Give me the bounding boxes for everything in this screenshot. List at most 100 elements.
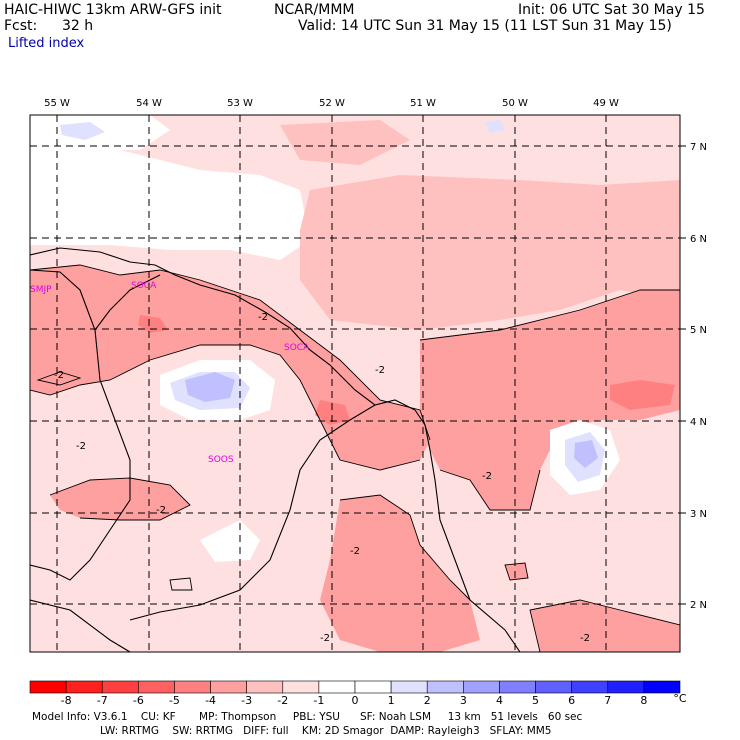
colorbar-segment — [210, 680, 247, 694]
lat-label: 2 N — [690, 600, 707, 611]
colorbar-segment — [101, 680, 139, 694]
shade-patch — [505, 563, 528, 580]
colorbar-tick-label: 6 — [568, 694, 576, 707]
colorbar-tick-label: -6 — [132, 694, 144, 707]
colorbar-segment — [426, 680, 464, 694]
lon-label: 52 W — [319, 98, 345, 109]
lat-label: 6 N — [690, 234, 707, 245]
colorbar-tick-label: 1 — [387, 694, 395, 707]
shaded-field — [30, 115, 680, 652]
shade-patch — [138, 315, 168, 333]
contour-label: -2 — [350, 546, 360, 557]
colorbar-segment — [463, 680, 500, 694]
contour-labels: -2 -2 -2 -2 -2 -2 -2 -2 -2 — [54, 312, 590, 644]
colorbar-tick-label: -2 — [277, 694, 289, 707]
contour-line — [504, 562, 529, 581]
shade-patch — [530, 600, 680, 652]
station-labels: SMJP SOCA SOCA SOOS — [30, 281, 310, 465]
shade-patch — [185, 372, 235, 402]
map-frame — [29, 114, 681, 653]
colorbar-tick-label: -5 — [168, 694, 180, 707]
colorbar-segment — [282, 680, 320, 694]
model-info-line2: LW: RRTMG SW: RRTMG DIFF: full KM: 2D Sm… — [100, 725, 552, 737]
lat-label: 5 N — [690, 325, 707, 336]
lon-label: 49 W — [593, 98, 619, 109]
contour-label: -2 — [320, 633, 330, 644]
contour-line — [339, 494, 471, 601]
shade-patch — [60, 122, 105, 140]
colorbar-tick-label: -3 — [241, 694, 253, 707]
border-line — [30, 599, 131, 652]
contour-label: -2 — [76, 441, 86, 452]
field-name: Lifted index — [8, 36, 85, 51]
contour-label: -2 — [54, 370, 64, 381]
contour-label: -2 — [156, 505, 166, 516]
contour-label: -2 — [258, 312, 268, 323]
colorbar-tick-label: -1 — [313, 694, 325, 707]
colorbar-segment — [390, 680, 428, 694]
colorbar-tick-label: 5 — [532, 694, 540, 707]
coastlines-borders — [30, 247, 521, 652]
forecast-hours: 32 h — [62, 18, 94, 34]
station-label: SMJP — [30, 285, 52, 295]
colorbar-tick-label: 0 — [351, 694, 359, 707]
shade-patch — [574, 440, 598, 468]
shade-patch — [420, 290, 680, 510]
lat-label: 3 N — [690, 509, 707, 520]
lat-ticks — [680, 145, 686, 605]
shade-patch — [315, 400, 350, 425]
colorbar-segment — [174, 680, 211, 694]
colorbar-unit: °C — [673, 692, 687, 705]
shade-patch — [50, 478, 190, 520]
contour-label: -2 — [375, 365, 385, 376]
contour-line — [49, 477, 191, 521]
contour-line — [30, 344, 421, 471]
coastline — [30, 247, 521, 652]
station-label: SOOS — [208, 455, 234, 465]
colorbar-tick-label: 3 — [459, 694, 467, 707]
shade-patch — [320, 495, 480, 652]
contour-label: -2 — [580, 633, 590, 644]
forecast-label: Fcst: — [4, 18, 38, 34]
lon-label: 54 W — [136, 98, 162, 109]
lon-label: 51 W — [410, 98, 436, 109]
colorbar-segment — [499, 680, 536, 694]
border-line — [129, 404, 376, 621]
colorbar-segment — [607, 680, 645, 694]
colorbar-tick-label: 7 — [604, 694, 612, 707]
lat-label: 7 N — [690, 142, 707, 153]
colorbar-segment — [65, 680, 103, 694]
contour-line — [419, 289, 680, 341]
shade-patch — [280, 120, 410, 165]
contour-line — [439, 469, 541, 511]
shade-patch — [610, 380, 675, 410]
shade-patch — [300, 175, 680, 330]
colorbar-segment — [318, 680, 356, 694]
lon-label: 55 W — [44, 98, 70, 109]
border-line — [30, 269, 131, 581]
model-info-line1: Model Info: V3.6.1 CU: KF MP: Thompson P… — [32, 711, 583, 723]
lat-lon-grid — [30, 115, 680, 652]
colorbar-segment — [354, 680, 392, 694]
colorbar-tick-label: 4 — [495, 694, 503, 707]
colorbar-tick-label: 8 — [640, 694, 648, 707]
lon-labels: 55 W 54 W 53 W 52 W 51 W 50 W 49 W — [44, 98, 619, 109]
org-label: NCAR/MMM — [274, 2, 355, 18]
contour-label: -2 — [482, 471, 492, 482]
contour-line — [529, 599, 680, 652]
lon-label: 50 W — [502, 98, 528, 109]
contour-lines — [30, 264, 680, 652]
lat-labels: 7 N 6 N 5 N 4 N 3 N 2 N — [690, 142, 707, 611]
shade-patch — [200, 520, 260, 562]
colorbar-segment — [246, 680, 284, 694]
colorbar-segment — [571, 680, 609, 694]
border-line — [94, 274, 161, 331]
colorbar-tick-label: 2 — [423, 694, 431, 707]
model-title: HAIC-HIWC 13km ARW-GFS init — [4, 2, 222, 18]
contour-line — [169, 577, 193, 591]
colorbar-segment — [138, 680, 175, 694]
colorbar-tick-label: -7 — [96, 694, 108, 707]
init-time: Init: 06 UTC Sat 30 May 15 — [518, 2, 705, 18]
colorbar-tick-label: -8 — [60, 694, 72, 707]
